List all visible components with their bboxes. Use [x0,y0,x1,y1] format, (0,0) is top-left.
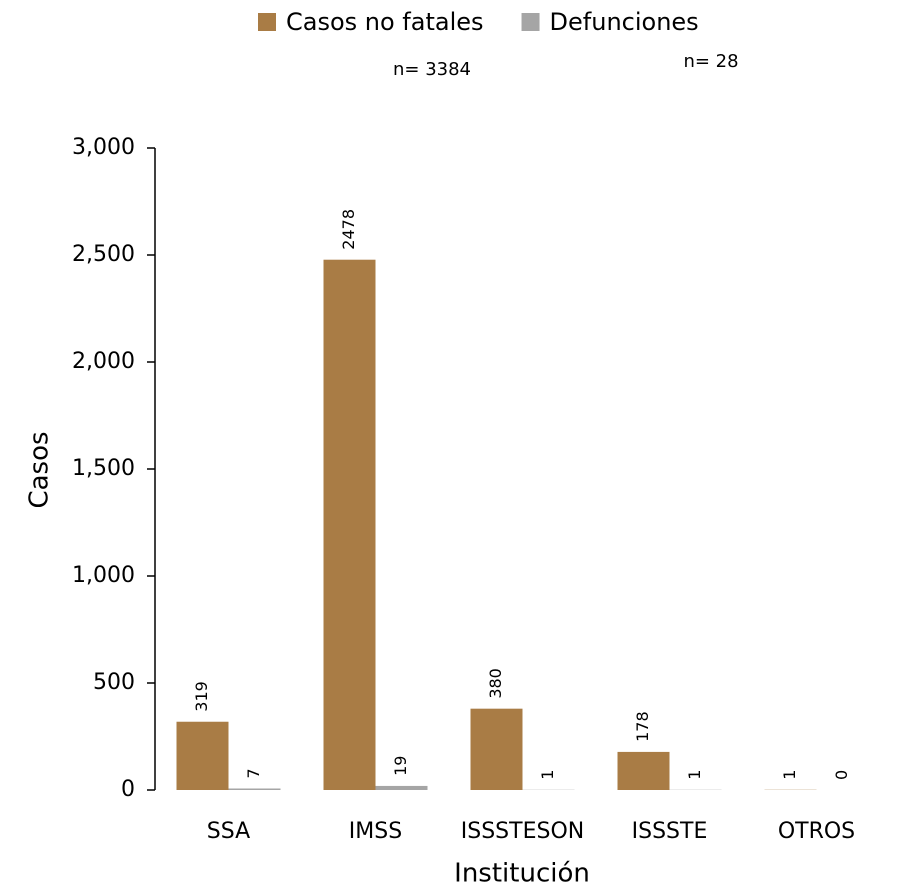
y-tick-label: 0 [121,777,135,802]
data-label: 380 [486,668,505,699]
bar [228,788,281,790]
legend-swatch [521,13,540,31]
data-label: 19 [391,756,410,776]
y-tick-label: 3,000 [72,135,135,160]
x-tick-label: ISSSTESON [461,819,584,844]
data-label: 1 [780,770,799,780]
y-tick-label: 2,000 [72,349,135,374]
bar [375,785,428,790]
annotation: n= 28 [683,51,738,72]
legend-swatch [258,13,276,31]
bar [323,259,376,790]
bar [617,751,670,790]
y-axis-title: Casos [25,431,55,508]
data-label: 1 [538,770,557,780]
y-tick-label: 2,500 [72,242,135,267]
bar [470,708,523,790]
data-label: 178 [633,711,652,742]
data-label: 1 [685,770,704,780]
data-label: 7 [244,768,263,778]
data-label: 319 [192,681,211,712]
x-tick-label: SSA [207,819,250,844]
data-label: 2478 [339,209,358,250]
annotation: n= 3384 [393,59,471,80]
y-tick-label: 1,000 [72,563,135,588]
x-tick-label: ISSSTE [632,819,708,844]
y-tick-label: 1,500 [72,456,135,481]
x-tick-label: IMSS [349,819,402,844]
data-label: 0 [832,770,851,780]
legend-label: Defunciones [550,8,699,36]
legend-label: Casos no fatales [286,8,484,36]
bar [176,721,229,790]
y-tick-label: 500 [93,670,135,695]
x-axis-title: Institución [454,859,590,889]
x-tick-label: OTROS [778,819,855,844]
